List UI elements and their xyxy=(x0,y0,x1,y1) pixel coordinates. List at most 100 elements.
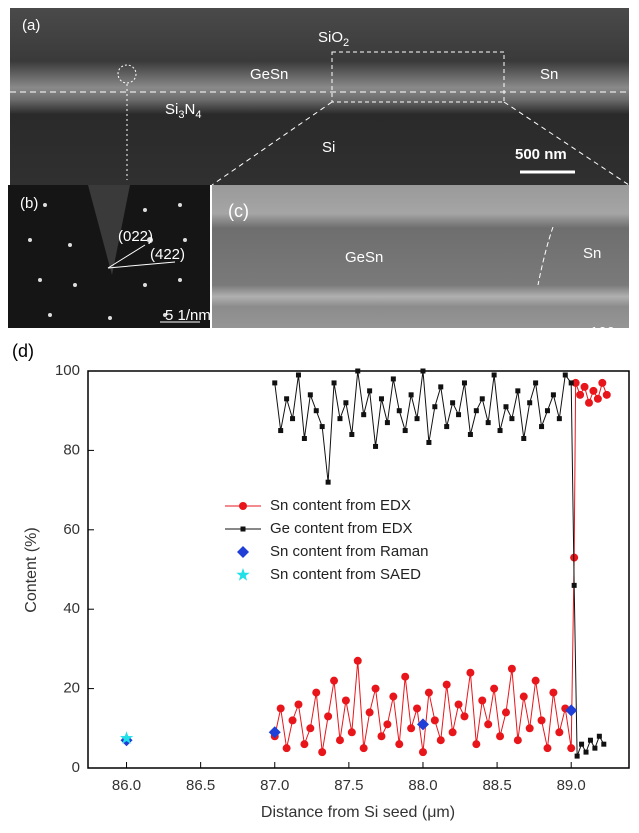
legend-marker xyxy=(236,568,249,581)
data-point xyxy=(472,740,480,748)
data-point xyxy=(543,744,551,752)
x-tick-label: 88.0 xyxy=(408,777,437,794)
scale-label: 100 nm xyxy=(590,324,639,341)
x-tick-label: 87.5 xyxy=(334,777,363,794)
panel-tag: (a) xyxy=(22,17,40,34)
data-point xyxy=(385,420,390,425)
data-point xyxy=(526,724,534,732)
data-point xyxy=(296,372,301,377)
legend-label: Sn content from SAED xyxy=(270,566,421,583)
data-point xyxy=(366,708,374,716)
data-point xyxy=(284,396,289,401)
scale-label: 5 1/nm xyxy=(165,307,211,324)
data-point xyxy=(498,428,503,433)
panel-tag: (b) xyxy=(20,195,38,212)
data-point xyxy=(503,404,508,409)
data-point xyxy=(597,734,602,739)
data-point xyxy=(409,392,414,397)
data-point xyxy=(377,732,385,740)
data-point xyxy=(289,716,297,724)
data-point xyxy=(432,404,437,409)
legend-label: Ge content from EDX xyxy=(270,520,413,537)
data-point xyxy=(450,400,455,405)
data-point xyxy=(425,689,433,697)
data-point xyxy=(372,685,380,693)
data-point xyxy=(502,708,510,716)
y-tick-label: 0 xyxy=(72,759,80,776)
data-point xyxy=(557,416,562,421)
data-point xyxy=(360,744,368,752)
label: GeSn xyxy=(345,249,383,266)
data-point xyxy=(569,380,574,385)
data-point xyxy=(563,372,568,377)
data-point xyxy=(533,380,538,385)
y-tick-label: 40 xyxy=(63,600,80,617)
label: 4 xyxy=(195,109,201,121)
legend-label: Sn content from Raman xyxy=(270,543,428,560)
data-point xyxy=(343,400,348,405)
data-point xyxy=(496,732,504,740)
data-point xyxy=(449,728,457,736)
data-point xyxy=(431,716,439,724)
data-point xyxy=(272,380,277,385)
data-point xyxy=(589,387,597,395)
data-point xyxy=(278,428,283,433)
data-point xyxy=(444,424,449,429)
data-point xyxy=(419,748,427,756)
data-point xyxy=(598,379,606,387)
x-tick-label: 86.0 xyxy=(112,777,141,794)
data-point xyxy=(336,736,344,744)
data-point xyxy=(594,395,602,403)
data-point xyxy=(515,388,520,393)
data-point xyxy=(320,424,325,429)
label: (422) xyxy=(150,246,185,263)
data-point xyxy=(572,583,577,588)
data-point xyxy=(300,740,308,748)
data-point xyxy=(579,742,584,747)
data-point xyxy=(466,669,474,677)
data-point xyxy=(337,416,342,421)
data-point xyxy=(395,740,403,748)
data-point xyxy=(332,380,337,385)
legend-marker xyxy=(237,546,249,558)
label: Si xyxy=(322,139,335,156)
data-point xyxy=(407,724,415,732)
data-point xyxy=(308,392,313,397)
data-point xyxy=(383,720,391,728)
data-point xyxy=(551,392,556,397)
label: GeSn xyxy=(250,66,288,83)
data-point xyxy=(403,428,408,433)
data-point xyxy=(269,726,281,738)
data-point xyxy=(314,408,319,413)
data-point xyxy=(443,681,451,689)
data-point xyxy=(456,412,461,417)
data-point xyxy=(415,416,420,421)
y-tick-label: 100 xyxy=(55,362,80,379)
data-point xyxy=(545,408,550,413)
data-point xyxy=(538,716,546,724)
data-point xyxy=(367,388,372,393)
y-tick-label: 80 xyxy=(63,441,80,458)
data-point xyxy=(312,689,320,697)
data-point xyxy=(592,746,597,751)
label: Sn xyxy=(540,66,558,83)
x-tick-label: 88.5 xyxy=(482,777,511,794)
figure: (a) SiO2 GeSn Sn Si3N4 Si 500 nm (b) (02… xyxy=(0,0,639,828)
data-point xyxy=(290,416,295,421)
label: Sn xyxy=(583,245,601,262)
data-point xyxy=(455,700,463,708)
data-point xyxy=(462,380,467,385)
data-point xyxy=(484,720,492,728)
data-point xyxy=(521,436,526,441)
data-point xyxy=(391,376,396,381)
data-point xyxy=(575,754,580,759)
data-point xyxy=(426,440,431,445)
x-axis-label: Distance from Si seed (μm) xyxy=(261,804,455,821)
panel-tag: (d) xyxy=(12,341,34,361)
data-point xyxy=(283,744,291,752)
data-point xyxy=(413,704,421,712)
data-point xyxy=(349,432,354,437)
data-point xyxy=(588,738,593,743)
data-point xyxy=(348,728,356,736)
data-point xyxy=(584,750,589,755)
